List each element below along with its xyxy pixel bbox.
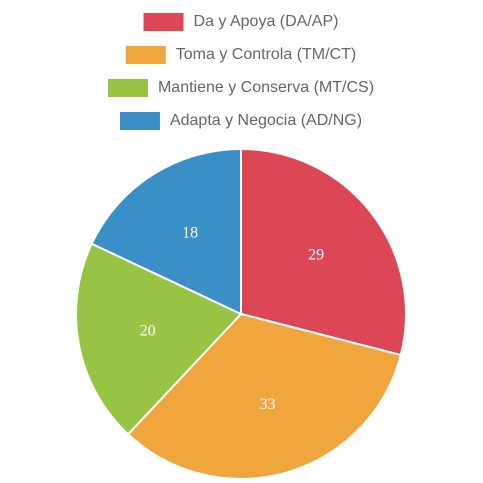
legend-label: Mantiene y Conserva (MT/CS) <box>158 79 374 96</box>
data-label: 33 <box>260 396 276 413</box>
legend-swatch <box>119 112 160 130</box>
legend-swatch <box>125 46 166 64</box>
legend-item: Adapta y Negocia (AD/NG) <box>119 112 362 130</box>
data-label: 29 <box>308 246 324 263</box>
legend-item: Toma y Controla (TM/CT) <box>125 46 356 64</box>
data-label: 20 <box>140 322 156 339</box>
data-label: 18 <box>182 224 198 241</box>
legend-swatch <box>143 13 184 31</box>
legend-item: Da y Apoya (DA/AP) <box>143 13 339 31</box>
pie-slice <box>75 242 243 436</box>
pie-slice <box>90 147 242 316</box>
pie-slice <box>126 312 403 480</box>
legend-label: Toma y Controla (TM/CT) <box>176 46 356 63</box>
pie-slice <box>240 147 407 357</box>
legend-item: Mantiene y Conserva (MT/CS) <box>107 79 374 97</box>
legend-swatch <box>107 79 148 97</box>
legend-label: Adapta y Negocia (AD/NG) <box>170 112 362 129</box>
legend-label: Da y Apoya (DA/AP) <box>194 13 339 30</box>
